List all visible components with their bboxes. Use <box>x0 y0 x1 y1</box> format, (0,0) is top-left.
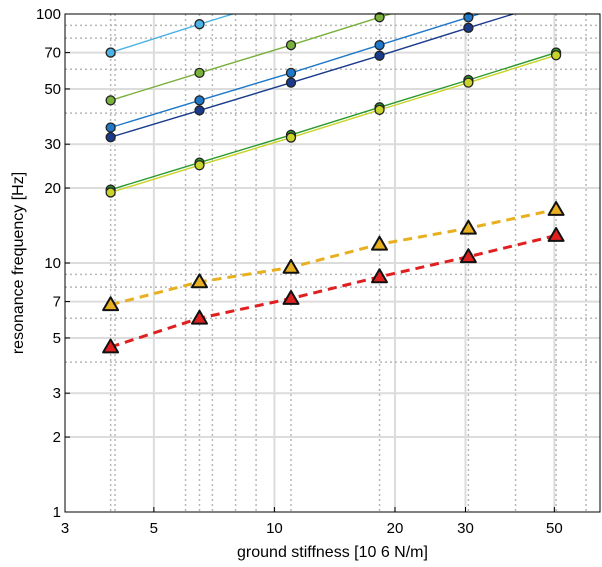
series-line-5 <box>110 54 557 194</box>
series-6-point <box>547 201 565 216</box>
y-tick-label: 30 <box>44 136 61 153</box>
series-6-point <box>282 258 300 274</box>
series-7-point <box>191 309 208 325</box>
series-3-point <box>105 132 116 143</box>
series-line-6 <box>110 208 557 307</box>
series-7-point <box>371 268 388 284</box>
series-5-point <box>285 132 297 143</box>
series-5-point <box>105 187 116 198</box>
y-tick-label: 5 <box>53 330 61 347</box>
y-tick-label: 100 <box>36 6 61 23</box>
series-line-4 <box>110 51 557 191</box>
series-2-point <box>374 39 385 51</box>
series-1-point <box>105 95 116 106</box>
x-tick-label: 10 <box>266 520 283 537</box>
series-5-point <box>550 50 562 61</box>
series-1-point <box>374 12 385 23</box>
y-tick-label: 70 <box>44 45 61 62</box>
series-line-2 <box>110 14 482 129</box>
series-0-point <box>194 19 205 30</box>
y-axis-label: resonance frequency [Hz] <box>10 172 27 354</box>
series-5-point <box>194 160 205 171</box>
series-3-point <box>463 22 474 33</box>
series-7-point <box>459 248 477 264</box>
series-line-3 <box>110 14 516 138</box>
x-tick-label: 3 <box>61 520 69 537</box>
y-tick-label: 1 <box>53 504 61 521</box>
grid <box>65 14 600 512</box>
x-tick-label: 30 <box>457 520 474 537</box>
series-6-point <box>102 296 120 312</box>
y-tick-label: 10 <box>44 255 61 272</box>
x-tick-label: 20 <box>387 520 404 537</box>
y-tick-label: 3 <box>53 385 61 402</box>
series-2-point <box>463 12 474 23</box>
series-line-7 <box>110 234 557 349</box>
x-tick-label: 5 <box>150 520 158 537</box>
series-3-point <box>374 50 385 61</box>
series-1-point <box>194 67 205 79</box>
series-7-point <box>102 338 120 354</box>
series-1-point <box>285 39 297 51</box>
series-line-0 <box>110 14 236 54</box>
series-7-point <box>282 290 300 305</box>
series-3-point <box>285 77 297 88</box>
series-5-point <box>374 104 385 116</box>
x-axis-label: ground stiffness [10 6 N/m] <box>237 544 428 561</box>
ticks: 3 5 10 20 30 50 1 2 3 5 7 10 20 30 50 70 100 <box>36 6 563 537</box>
series-layer <box>110 14 557 349</box>
series-6-point <box>191 273 208 289</box>
series-7-point <box>547 227 565 242</box>
y-tick-label: 2 <box>53 429 61 446</box>
series-2-point <box>285 67 297 79</box>
series-2-point <box>194 95 205 106</box>
series-3-point <box>194 105 205 116</box>
series-0-point <box>105 47 116 58</box>
series-2-point <box>105 122 116 133</box>
x-tick-label: 50 <box>546 520 563 537</box>
y-tick-label: 7 <box>53 294 61 311</box>
series-6-point <box>371 235 388 251</box>
series-6-point <box>459 219 477 235</box>
y-tick-label: 50 <box>44 81 61 98</box>
series-5-point <box>463 77 474 88</box>
marker-layer <box>102 12 565 354</box>
y-tick-label: 20 <box>44 180 61 197</box>
series-line-1 <box>110 14 393 102</box>
